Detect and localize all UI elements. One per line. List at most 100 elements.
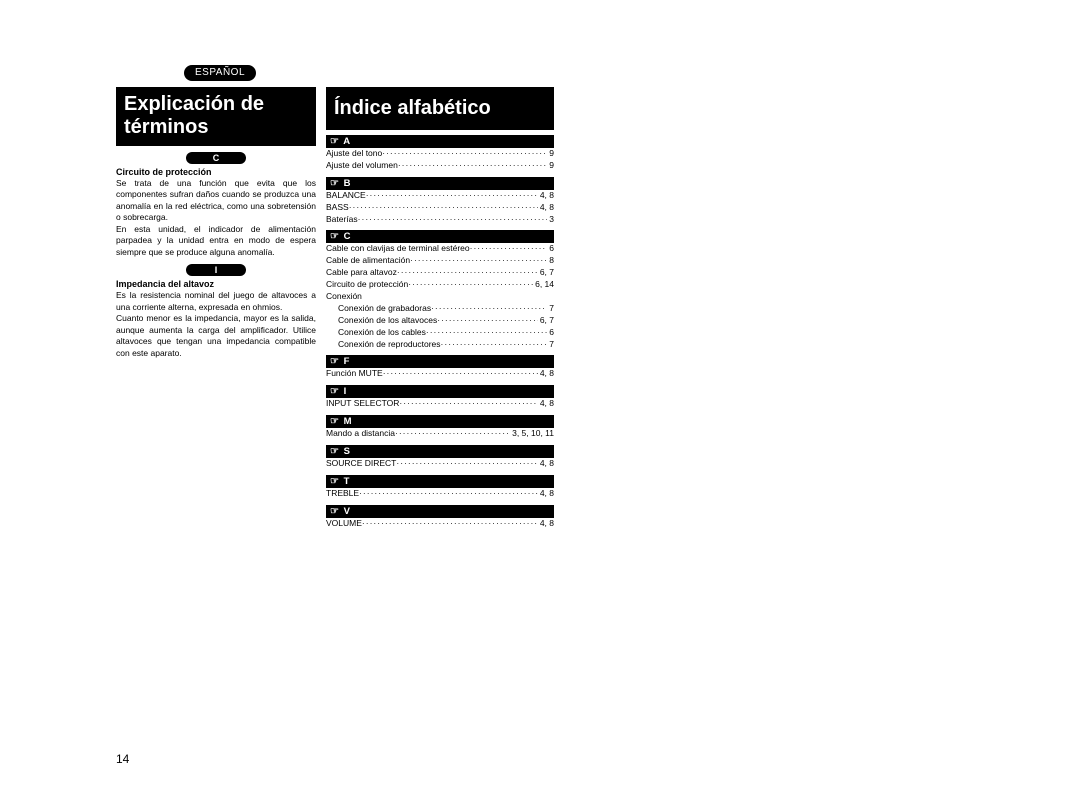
index-entry-pages: 6	[547, 243, 554, 255]
index-entry: Conexión de los altavoces···············…	[326, 315, 554, 327]
index-entry-label: Cable de alimentación	[326, 255, 410, 267]
term-letter-pill: I	[186, 264, 246, 276]
index-dot-leader: ········································…	[362, 518, 538, 530]
index-dot-leader: ········································…	[408, 279, 533, 291]
index-letter-bar: ☞ S	[326, 445, 554, 458]
term-title: Circuito de protección	[116, 167, 316, 177]
index-entry: BALANCE·································…	[326, 190, 554, 202]
term-letter-pill: C	[186, 152, 246, 164]
index-entry-label: Baterías	[326, 214, 358, 226]
index-entry-pages: 4, 8	[538, 368, 554, 380]
index-entry-label: Mando a distancia	[326, 428, 395, 440]
index-dot-leader: ········································…	[358, 214, 548, 226]
index-entry: Función MUTE····························…	[326, 368, 554, 380]
index-dot-leader: ········································…	[410, 255, 547, 267]
index-entry-pages: 3	[547, 214, 554, 226]
index-dot-leader: ········································…	[398, 160, 547, 172]
index-entry: Conexión de reproductores···············…	[326, 339, 554, 351]
index-entry-label: Cable con clavijas de terminal estéreo	[326, 243, 470, 255]
index-entry-label: Ajuste del volumen	[326, 160, 398, 172]
pointing-hand-icon: ☞	[330, 446, 339, 457]
terms-column: Explicación de términos C Circuito de pro…	[116, 87, 316, 359]
index-letter-bar: ☞ V	[326, 505, 554, 518]
index-dot-leader: ········································…	[399, 398, 537, 410]
index-entry: SOURCE DIRECT···························…	[326, 458, 554, 470]
index-entry: Cable de alimentación···················…	[326, 255, 554, 267]
index-entry-label: BASS	[326, 202, 349, 214]
index-dot-leader: ········································…	[359, 488, 538, 500]
index-entry-label: Conexión de reproductores	[338, 339, 441, 351]
term-body: Se trata de una función que evita que lo…	[116, 178, 316, 258]
index-entry-pages: 6, 7	[538, 315, 554, 327]
index-dot-leader: ········································…	[349, 202, 538, 214]
index-entry: Conexión de los cables··················…	[326, 327, 554, 339]
index-entry-pages: 8	[547, 255, 554, 267]
index-entry-pages: 6, 7	[538, 267, 554, 279]
index-entry: Circuito de protección··················…	[326, 279, 554, 291]
index-entry: BASS····································…	[326, 202, 554, 214]
index-letter-bar: ☞ I	[326, 385, 554, 398]
index-dot-leader: ········································…	[470, 243, 548, 255]
index-entry: Conexión de grabadoras··················…	[326, 303, 554, 315]
index-letter-bar: ☞ F	[326, 355, 554, 368]
index-entry-pages: 4, 8	[538, 202, 554, 214]
pointing-hand-icon: ☞	[330, 476, 339, 487]
index-letter-bar: ☞ B	[326, 177, 554, 190]
pointing-hand-icon: ☞	[330, 231, 339, 242]
index-entry-label: INPUT SELECTOR	[326, 398, 399, 410]
index-entry-pages: 7	[547, 339, 554, 351]
index-dot-leader: ········································…	[396, 458, 537, 470]
index-entry-pages: 4, 8	[538, 518, 554, 530]
index-entry-label: VOLUME	[326, 518, 362, 530]
index-dot-leader: ········································…	[431, 303, 547, 315]
index-dot-leader: ········································…	[397, 267, 538, 279]
index-entry-label: Conexión	[326, 291, 362, 303]
index-entry: INPUT SELECTOR··························…	[326, 398, 554, 410]
index-entry-label: SOURCE DIRECT	[326, 458, 396, 470]
term-title: Impedancia del altavoz	[116, 279, 316, 289]
index-entry: Cable con clavijas de terminal estéreo··…	[326, 243, 554, 255]
index-entry: Ajuste del volumen······················…	[326, 160, 554, 172]
index-dot-leader: ········································…	[383, 368, 538, 380]
index-entry-label: Ajuste del tono	[326, 148, 382, 160]
index-entry-label: Cable para altavoz	[326, 267, 397, 279]
index-entry: TREBLE··································…	[326, 488, 554, 500]
index-dot-leader: ········································…	[437, 315, 538, 327]
index-dot-leader: ········································…	[441, 339, 548, 351]
terms-heading: Explicación de términos	[116, 87, 316, 146]
index-entry-pages: 7	[547, 303, 554, 315]
index-letter-bar: ☞ M	[326, 415, 554, 428]
index-entry-pages: 4, 8	[538, 458, 554, 470]
index-entry: Baterías································…	[326, 214, 554, 226]
index-entry: Cable para altavoz······················…	[326, 267, 554, 279]
pointing-hand-icon: ☞	[330, 506, 339, 517]
index-entry-label: TREBLE	[326, 488, 359, 500]
index-entry: Mando a distancia·······················…	[326, 428, 554, 440]
pointing-hand-icon: ☞	[330, 178, 339, 189]
index-entry-pages: 4, 8	[538, 398, 554, 410]
pointing-hand-icon: ☞	[330, 386, 339, 397]
index-entry-pages: 9	[547, 160, 554, 172]
index-entry-label: Circuito de protección	[326, 279, 408, 291]
index-dot-leader: ········································…	[382, 148, 547, 160]
index-entry-label: Función MUTE	[326, 368, 383, 380]
index-entry-pages: 4, 8	[538, 488, 554, 500]
index-column: Índice alfabético ☞ AAjuste del tono····…	[326, 87, 554, 530]
index-entry-pages: 9	[547, 148, 554, 160]
index-entry-pages: 6	[547, 327, 554, 339]
index-letter-bar: ☞ A	[326, 135, 554, 148]
index-entry-pages: 6, 14	[533, 279, 554, 291]
language-badge: ESPAÑOL	[184, 65, 256, 81]
pointing-hand-icon: ☞	[330, 416, 339, 427]
index-letter-bar: ☞ T	[326, 475, 554, 488]
term-body: Es la resistencia nominal del juego de a…	[116, 290, 316, 359]
index-letter-bar: ☞ C	[326, 230, 554, 243]
index-entry: Conexión	[326, 291, 554, 303]
index-entry-pages: 4, 8	[538, 190, 554, 202]
index-entry-label: BALANCE	[326, 190, 366, 202]
page-number: 14	[116, 752, 129, 766]
index-dot-leader: ········································…	[426, 327, 547, 339]
index-entry: VOLUME··································…	[326, 518, 554, 530]
index-entry-label: Conexión de grabadoras	[338, 303, 431, 315]
index-heading: Índice alfabético	[326, 87, 554, 130]
